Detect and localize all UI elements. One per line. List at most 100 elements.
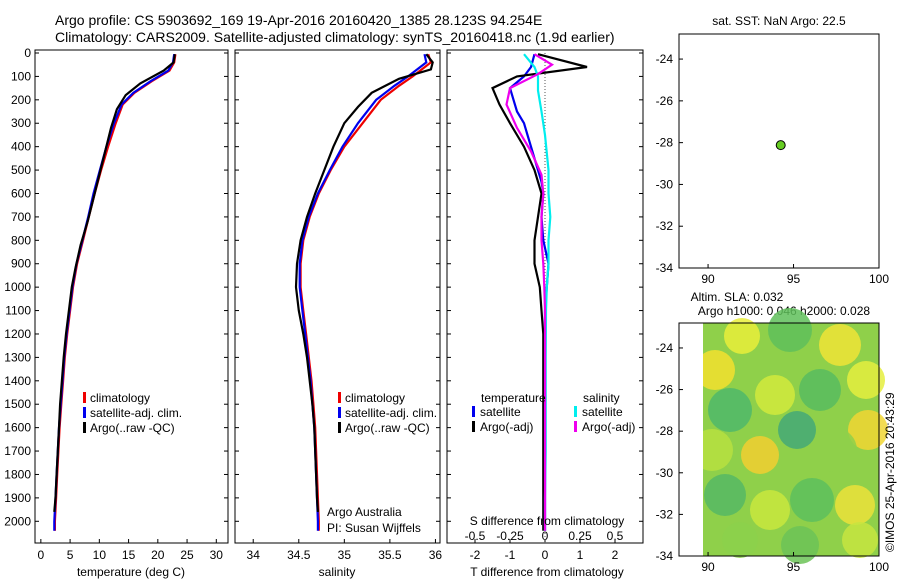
temperature-legend-swatch xyxy=(83,407,86,418)
temperature-y-tick-label: 1600 xyxy=(4,421,31,435)
sla-heatmap-cell xyxy=(835,485,875,525)
temperature-axes-frame xyxy=(34,49,229,544)
temperature-y-tick-label: 800 xyxy=(11,233,31,247)
temperature-y-tick-label: 1200 xyxy=(4,327,31,341)
argo-position-marker xyxy=(775,140,786,151)
temperature-y-tick-label: 1100 xyxy=(5,304,31,318)
salinity-x-tick-label: 34 xyxy=(247,548,261,562)
salinity-legend-swatch xyxy=(338,392,341,403)
temperature-series-line xyxy=(53,54,176,531)
sst-map-title: sat. SST: NaN Argo: 22.5 xyxy=(712,14,846,28)
difference-top-axis-label: S difference from climatology xyxy=(470,514,625,528)
sla-map-title: Altim. SLA: 0.032 xyxy=(691,290,784,304)
sst-map-y-tick-label: -34 xyxy=(656,261,674,275)
difference-panel: -2-1012-0.5-0.2500.250.5satelliteArgo(-a… xyxy=(446,49,644,579)
sla-map-frame xyxy=(678,322,880,557)
salinity-series-line xyxy=(294,53,434,512)
temperature-y-tick-label: 100 xyxy=(11,69,31,83)
difference-legend-label: Argo(-adj) xyxy=(480,420,533,434)
sla-heatmap-cell xyxy=(778,411,816,449)
sla-heatmap-cell xyxy=(708,388,752,432)
sla-map-y-tick-label: -32 xyxy=(656,507,674,521)
sla-map-y-tick-label: -26 xyxy=(656,383,674,397)
temperature-y-tick-label: 700 xyxy=(11,210,31,224)
salinity-legend-label: Argo(..raw -QC) xyxy=(345,421,430,435)
difference-series-line xyxy=(505,53,555,531)
temperature-legend-swatch xyxy=(83,422,86,433)
sla-heatmap-cell xyxy=(695,350,735,390)
temperature-y-tick-label: 900 xyxy=(11,257,31,271)
sst-map-plot-area: 90 95 100 -24 -26 -28 -30 -32 -34 xyxy=(656,52,890,286)
temperature-y-tick-label: 1700 xyxy=(4,444,31,458)
sla-map-x-tick-label: 95 xyxy=(787,560,801,574)
difference-plot-area: -2-1012-0.5-0.2500.250.5satelliteArgo(-a… xyxy=(447,52,643,562)
salinity-plot-area: 34 34.5 35 35.5 36 climatologysatellite-adj. … xyxy=(235,52,442,562)
figure-title-line2: Climatology: CARS2009. Satellite-adjuste… xyxy=(55,29,615,45)
sla-map-y-tick-label: -30 xyxy=(656,466,674,480)
sst-map-panel: sat. SST: NaN Argo: 22.5 90 95 100 -24 -26 -2… xyxy=(656,14,890,286)
salinity-x-tick-label: 35 xyxy=(338,548,352,562)
sla-heatmap-cell xyxy=(842,522,878,558)
sla-heatmap-cell xyxy=(819,324,861,366)
difference-legend-header-temperature: temperature xyxy=(481,391,546,405)
temperature-y-tick-label: 300 xyxy=(11,116,31,130)
temperature-x-axis-label: temperature (deg C) xyxy=(77,565,185,579)
sst-map-y-tick-label: -32 xyxy=(656,219,674,233)
salinity-panel: 34 34.5 35 35.5 36 climatologysatellite-adj. … xyxy=(234,49,442,579)
salinity-annotation-line1: Argo Australia xyxy=(327,505,402,519)
difference-legend-swatch xyxy=(574,406,577,417)
sst-map-x-tick-label: 90 xyxy=(701,272,715,286)
sst-map-y-tick-label: -26 xyxy=(656,94,674,108)
difference-x-axis-label: T difference from climatology xyxy=(470,565,624,579)
temperature-x-tick-label: 10 xyxy=(93,548,107,562)
temperature-y-tick-label: 1000 xyxy=(4,280,31,294)
difference-top-tick-label: 0.25 xyxy=(568,529,592,543)
sla-map-panel: Altim. SLA: 0.032 Argo h1000: 0.046 h200… xyxy=(656,290,890,574)
temperature-x-tick-label: 20 xyxy=(151,548,165,562)
temperature-legend-swatch xyxy=(83,392,86,403)
sla-heatmap-cell xyxy=(847,361,885,399)
sla-heatmap-cell xyxy=(848,410,888,450)
sst-map-y-tick-label: -30 xyxy=(656,177,674,191)
difference-x-tick-label: 1 xyxy=(577,548,584,562)
temperature-y-tick-label: 500 xyxy=(11,163,31,177)
sst-map-y-tick-label: -24 xyxy=(656,52,674,66)
sst-map-x-tick-label: 95 xyxy=(787,272,801,286)
temperature-y-tick-label: 200 xyxy=(11,93,31,107)
sla-heatmap-cell xyxy=(704,474,746,516)
temperature-y-tick-label: 600 xyxy=(11,186,31,200)
sla-heatmap-cell xyxy=(781,526,819,564)
salinity-x-tick-label: 34.5 xyxy=(287,548,311,562)
temperature-y-tick-label: 400 xyxy=(11,140,31,154)
sla-heatmap-cell xyxy=(768,308,812,352)
temperature-series-line xyxy=(53,54,176,512)
salinity-legend-swatch xyxy=(338,422,341,433)
temperature-y-tick-label: 2000 xyxy=(4,514,31,528)
difference-series-line xyxy=(523,53,552,531)
sla-heatmap-cell xyxy=(750,490,790,530)
temperature-series-line xyxy=(53,54,177,531)
sla-heatmap-cell xyxy=(724,318,760,354)
sla-map-y-tick-label: -24 xyxy=(656,341,674,355)
sla-heatmap-cell xyxy=(755,375,795,415)
temperature-panel: 0 5 10 15 20 25 300100200300400500600700800900… xyxy=(4,46,229,579)
temperature-y-tick-label: 1800 xyxy=(4,467,31,481)
temperature-x-tick-label: 15 xyxy=(122,548,136,562)
difference-x-tick-label: 2 xyxy=(612,548,619,562)
imos-credit: ©IMOS 25-Apr-2016 20:43:29 xyxy=(883,392,897,552)
temperature-legend-label: Argo(..raw -QC) xyxy=(90,421,175,435)
difference-top-tick-label: -0.25 xyxy=(496,529,524,543)
sla-heatmap-cell xyxy=(741,436,779,474)
difference-x-tick-label: -1 xyxy=(505,548,516,562)
salinity-axes-frame xyxy=(234,49,441,544)
salinity-x-tick-label: 35.5 xyxy=(378,548,402,562)
difference-legend-swatch xyxy=(472,406,475,417)
sst-map-x-tick-label: 100 xyxy=(869,272,889,286)
salinity-legend-label: climatology xyxy=(345,391,405,405)
sla-map-plot-area: 90 95 100 -24 -26 -28 -30 -32 -34 xyxy=(656,308,889,574)
figure-title-line1: Argo profile: CS 5903692_169 19-Apr-2016… xyxy=(55,12,542,28)
difference-legend-label: satellite xyxy=(480,405,521,419)
temperature-plot-area: 0 5 10 15 20 25 300100200300400500600700800900… xyxy=(4,46,228,562)
temperature-x-tick-label: 30 xyxy=(210,548,224,562)
